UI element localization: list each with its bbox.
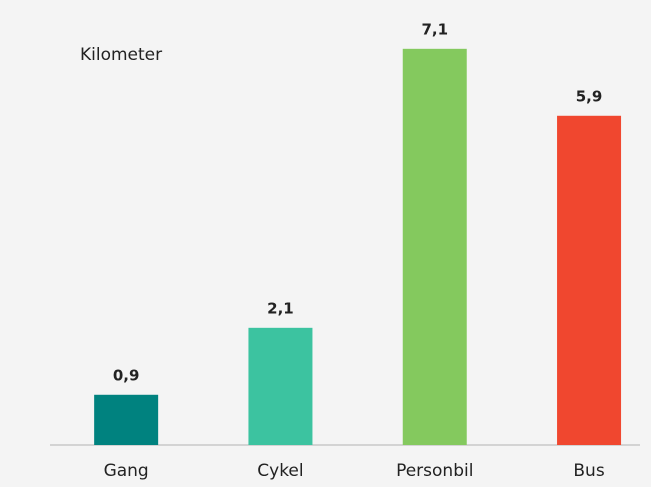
x-tick-label: Cykel [257, 461, 303, 481]
value-label: 5,9 [576, 87, 603, 105]
bar [557, 115, 622, 445]
bar [402, 48, 467, 445]
bar [94, 394, 159, 445]
value-label: 0,9 [113, 366, 140, 384]
value-label: 2,1 [267, 299, 294, 317]
y-axis-label: Kilometer [80, 45, 162, 65]
x-tick-label: Gang [104, 461, 149, 481]
bar [248, 327, 313, 445]
x-tick-label: Bus [573, 461, 604, 481]
value-label: 7,1 [421, 20, 448, 38]
x-tick-label: Personbil [396, 461, 473, 481]
